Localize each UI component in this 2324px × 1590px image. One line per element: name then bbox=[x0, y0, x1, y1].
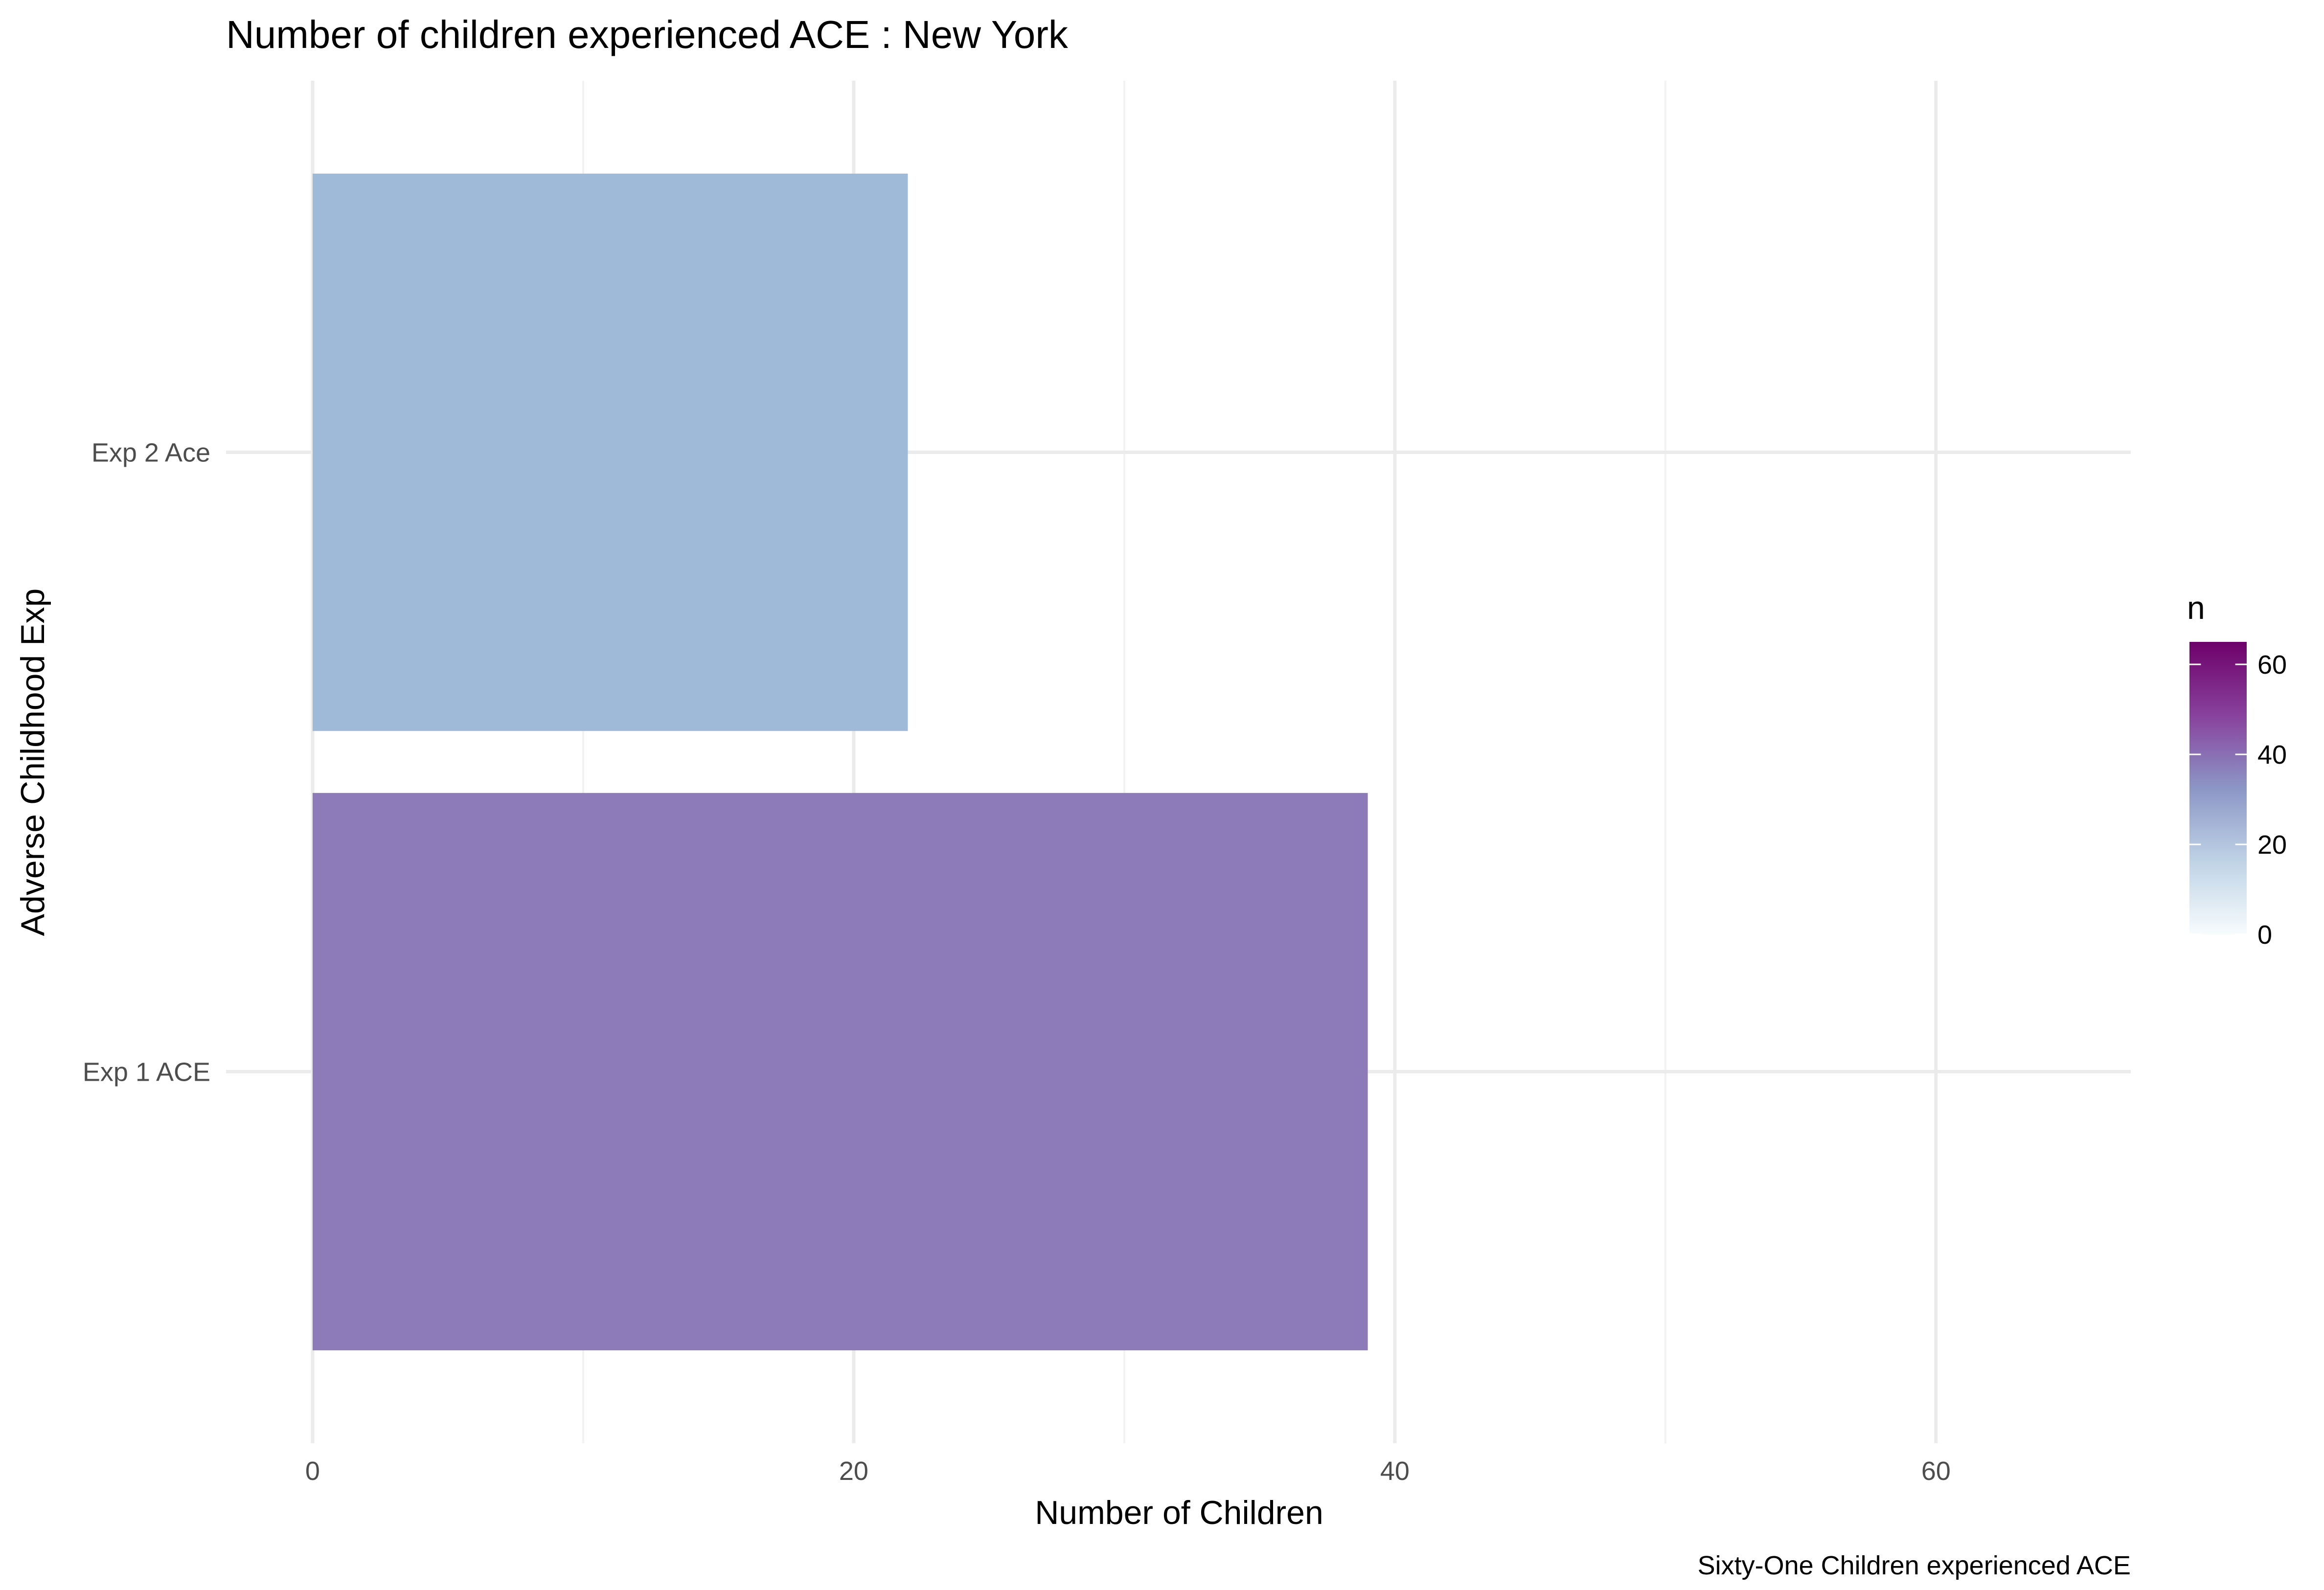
bar bbox=[312, 793, 1368, 1351]
legend-ticks: 0 20 40 60 bbox=[2189, 650, 2287, 950]
bar bbox=[312, 173, 908, 731]
legend-tick-label: 60 bbox=[2257, 650, 2287, 680]
legend-title: n bbox=[2187, 590, 2205, 626]
y-axis-ticks: Exp 1 ACE Exp 2 Ace bbox=[83, 438, 210, 1087]
legend: n 0 20 40 60 bbox=[2187, 590, 2287, 950]
x-tick-label: 40 bbox=[1380, 1456, 1410, 1486]
chart-caption: Sixty-One Children experienced ACE bbox=[1698, 1551, 2131, 1580]
x-tick-label: 0 bbox=[305, 1456, 320, 1486]
y-axis-title: Adverse Childhood Exp bbox=[14, 589, 51, 936]
bars bbox=[312, 173, 1368, 1351]
y-tick-label: Exp 2 Ace bbox=[91, 438, 210, 468]
x-tick-label: 60 bbox=[1921, 1456, 1951, 1486]
y-tick-label: Exp 1 ACE bbox=[83, 1057, 210, 1087]
x-axis-ticks: 0 20 40 60 bbox=[305, 1456, 1951, 1486]
x-axis-title: Number of Children bbox=[1035, 1494, 1323, 1531]
chart-title: Number of children experienced ACE : New… bbox=[226, 13, 1069, 56]
legend-tick-label: 0 bbox=[2257, 920, 2272, 950]
legend-tick-label: 40 bbox=[2257, 740, 2287, 770]
x-tick-label: 20 bbox=[839, 1456, 868, 1486]
legend-tick-label: 20 bbox=[2257, 830, 2287, 860]
legend-colorbar bbox=[2189, 642, 2247, 934]
